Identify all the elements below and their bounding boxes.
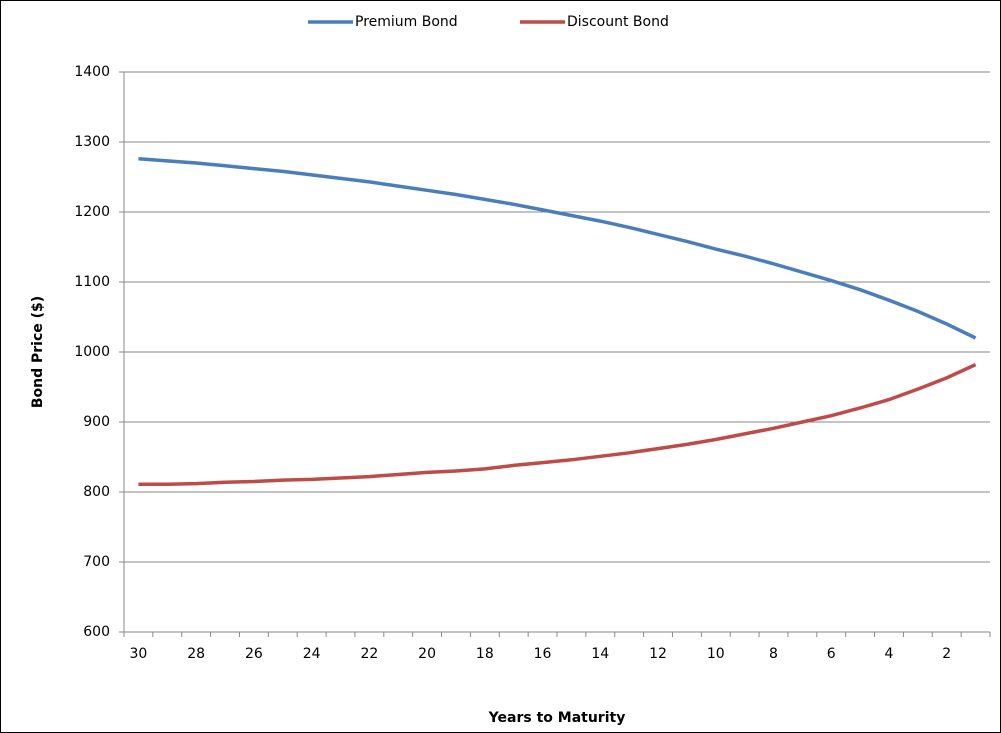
x-tick-label: 30: [130, 646, 148, 662]
x-tick-label: 16: [534, 646, 552, 662]
x-tick-label: 14: [591, 646, 609, 662]
x-tick-label: 22: [360, 646, 378, 662]
y-tick-label: 600: [83, 624, 110, 640]
x-tick-label: 6: [827, 646, 836, 662]
y-tick-label: 700: [83, 554, 110, 570]
y-tick-label: 1300: [74, 134, 110, 150]
x-tick-label: 24: [303, 646, 321, 662]
x-tick-label: 26: [245, 646, 263, 662]
x-tick-label: 8: [769, 646, 778, 662]
y-tick-label: 1100: [74, 274, 110, 290]
y-tick-label: 900: [83, 414, 110, 430]
x-axis-title: Years to Maturity: [488, 710, 626, 726]
line-series: [138, 157, 977, 340]
x-tick-label: 2: [942, 646, 951, 662]
x-tick-label: 28: [187, 646, 205, 662]
line-series: [138, 363, 977, 487]
y-axis-title: Bond Price ($): [30, 296, 46, 408]
legend-label: Premium Bond: [355, 14, 458, 30]
x-tick-label: 18: [476, 646, 494, 662]
x-tick-label: 12: [649, 646, 667, 662]
y-tick-label: 1400: [74, 64, 110, 80]
x-tick-label: 20: [418, 646, 436, 662]
x-tick-label: 10: [707, 646, 725, 662]
y-tick-label: 1200: [74, 204, 110, 220]
legend-label: Discount Bond: [567, 14, 669, 30]
y-tick-label: 1000: [74, 344, 110, 360]
y-tick-label: 800: [83, 484, 110, 500]
x-tick-label: 4: [885, 646, 894, 662]
